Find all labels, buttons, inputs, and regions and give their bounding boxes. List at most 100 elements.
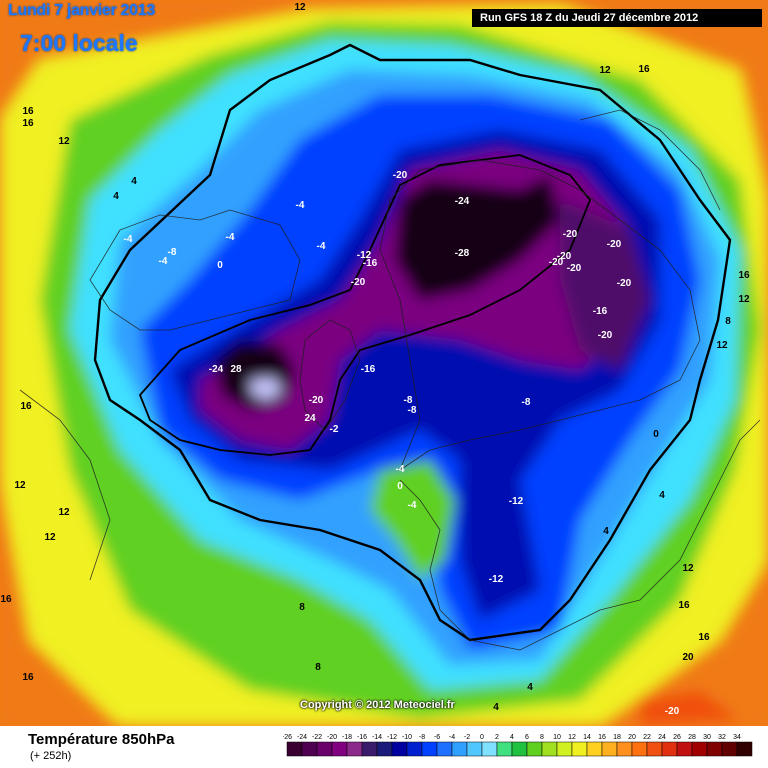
coast-eurasia — [379, 159, 701, 472]
legend-color-swatch — [571, 741, 588, 757]
contour-label: 12 — [682, 563, 694, 574]
contour-label: -20 — [309, 395, 324, 406]
band-orange-bottom-right — [640, 690, 740, 726]
forecast-hours: (+ 252h) — [30, 750, 72, 762]
forecast-date: Lundi 7 janvier 2013 — [8, 2, 155, 19]
legend-tick-label: 14 — [583, 734, 591, 741]
contour-label: 16 — [678, 600, 690, 611]
band-darkest-siberia — [395, 175, 560, 300]
legend-color-swatch — [556, 741, 573, 757]
contour-label: -16 — [363, 258, 378, 269]
legend-color-swatch — [346, 741, 363, 757]
forecast-time: 7:00 locale — [20, 30, 138, 56]
legend-color-swatch — [661, 741, 678, 757]
legend-tick-label: 2 — [495, 734, 499, 741]
contour-label: 0 — [653, 429, 659, 440]
legend-color-swatch — [421, 741, 438, 757]
legend-color-swatch — [511, 741, 528, 757]
legend-color-swatch — [586, 741, 603, 757]
legend-tick-label: -14 — [372, 734, 382, 741]
legend-color-swatch — [646, 741, 663, 757]
band-white-spot — [250, 378, 282, 400]
contour-label: -2 — [330, 424, 339, 435]
legend-tick-label: -16 — [357, 734, 367, 741]
contour-label: 12 — [44, 532, 56, 543]
contour-label: 4 — [527, 682, 533, 693]
contour-label: 28 — [230, 364, 242, 375]
legend-tick-label: 4 — [510, 734, 514, 741]
legend-color-swatch — [466, 741, 483, 757]
legend-color-swatch — [736, 741, 753, 757]
contour-label: 16 — [22, 106, 34, 117]
legend-color-swatch — [691, 741, 708, 757]
contour-label: 16 — [638, 64, 650, 75]
legend-tick-label: 20 — [628, 734, 636, 741]
legend-tick-label: -2 — [464, 734, 470, 741]
legend-color-swatch — [406, 741, 423, 757]
contour-label: -20 — [393, 170, 408, 181]
legend-tick-label: 28 — [688, 734, 696, 741]
legend-tick-label: 8 — [540, 734, 544, 741]
contour-label: -12 — [357, 250, 372, 261]
contour-label: -8 — [522, 397, 531, 408]
contour-label: 4 — [131, 176, 137, 187]
contour-label: 8 — [299, 602, 305, 613]
legend-color-swatch — [361, 741, 378, 757]
legend-color-swatch — [316, 741, 333, 757]
legend-color-swatch — [451, 741, 468, 757]
contour-label: 4 — [659, 490, 665, 501]
contour-label: -24 — [209, 364, 224, 375]
band-violet-right — [560, 200, 650, 370]
contour-label: 20 — [682, 652, 694, 663]
minus-twenty-contour — [138, 154, 592, 456]
legend-tick-label: 26 — [673, 734, 681, 741]
contour-label: -12 — [509, 496, 524, 507]
legend-tick-label: 22 — [643, 734, 651, 741]
legend-tick-label: -22 — [312, 734, 322, 741]
contour-label: -8 — [404, 395, 413, 406]
legend-tick-label: 30 — [703, 734, 711, 741]
field-title: Température 850hPa — [28, 731, 175, 748]
legend-tick-label: 24 — [658, 734, 666, 741]
legend-tick-label: 0 — [480, 734, 484, 741]
contour-label: 8 — [315, 662, 321, 673]
contour-label: 12 — [58, 507, 70, 518]
contour-label: 0 — [397, 481, 403, 492]
contour-label: -20 — [665, 706, 680, 717]
contour-lines — [93, 43, 732, 642]
contour-label: -16 — [593, 306, 608, 317]
legend-tick-label: 16 — [598, 734, 606, 741]
contour-label: -4 — [296, 200, 305, 211]
coast-west — [19, 389, 111, 581]
legend-tick-label: -8 — [419, 734, 425, 741]
legend-color-swatch — [601, 741, 618, 757]
legend-tick-label: -10 — [402, 734, 412, 741]
legend-tick-label: 12 — [568, 734, 576, 741]
legend-color-swatch — [631, 741, 648, 757]
band-green-europe — [370, 460, 455, 580]
contour-label: 12 — [294, 2, 306, 13]
contour-label: -20 — [557, 251, 572, 262]
legend-color-swatch — [616, 741, 633, 757]
contour-label: 12 — [599, 65, 611, 76]
legend-color-swatch — [706, 741, 723, 757]
copyright: Copyright © 2012 Meteociel.fr — [300, 699, 455, 711]
contour-label: 12 — [58, 136, 70, 147]
legend-color-swatch — [391, 741, 408, 757]
contour-label: 8 — [725, 316, 731, 327]
legend-tick-label: -20 — [327, 734, 337, 741]
contour-label: -20 — [607, 239, 622, 250]
color-scale-svg: -26-24-22-20-18-16-14-12-10-8-6-4-202468… — [283, 734, 753, 757]
contour-label: -4 — [159, 256, 168, 267]
contour-label: -4 — [226, 232, 235, 243]
coast-greenland — [299, 319, 361, 431]
contour-label: 12 — [738, 294, 750, 305]
contour-label: -20 — [567, 263, 582, 274]
contour-label: 4 — [603, 526, 609, 537]
contour-label: 24 — [304, 413, 316, 424]
coast-northeast — [579, 109, 721, 211]
contour-label: 16 — [22, 118, 34, 129]
legend-color-swatch — [721, 741, 738, 757]
contour-label: 4 — [493, 702, 499, 713]
